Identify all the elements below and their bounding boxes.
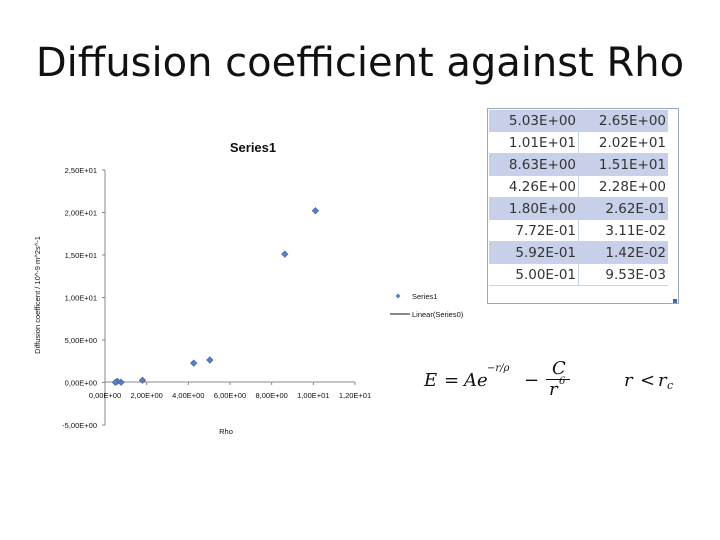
data-point [138,376,147,384]
formula-denominator: r [549,379,558,400]
formula-exponent: −r/ρ [487,363,510,374]
formula-coefficient: A [464,370,477,391]
y-tick-label: 1,00E+01 [65,294,97,303]
y-tick-label: 1,50E+01 [65,251,97,260]
formula-fraction-bar [546,379,570,380]
table-row: 5.92E-01 1.42E-02 [489,241,668,264]
x-tick-label: 1,20E+01 [339,391,371,400]
legend-label-series1: Series1 [412,292,437,301]
table-cell-rho: 1.01E+01 [489,131,579,154]
table-cell-diffusion: 1.51E+01 [578,153,668,176]
x-tick-label: 2,00E+00 [131,391,163,400]
data-point [206,356,214,364]
table-cell-diffusion: 9.53E-03 [578,263,668,286]
table-resize-handle[interactable] [673,299,677,303]
formula-condition-op: < [640,370,656,391]
table-row: 1.80E+00 2.62E-01 [489,197,668,220]
slide-title: Diffusion coefficient against Rho [35,40,685,86]
table-row: 4.26E+00 2.28E+00 [489,175,668,198]
energy-formula: E = A e −r/ρ − C r 6 r < r c [424,358,680,400]
data-point [281,250,289,258]
formula-equals: = [444,370,460,391]
x-tick-label: 1,00E+01 [297,391,329,400]
y-tick-label: -5,00E+00 [62,421,97,430]
data-point [311,207,320,215]
table-row: 7.72E-01 3.11E-02 [489,219,668,242]
formula-denominator-power: 6 [559,376,566,387]
table-cell-rho: 4.26E+00 [489,175,579,198]
chart-points [111,207,320,387]
table-cell-diffusion: 3.11E-02 [578,219,668,242]
table-cell-rho: 1.80E+00 [489,197,579,220]
y-tick-label: 0,00E+00 [65,379,97,388]
legend-label-trendline: Linear(Series0) [412,310,464,319]
table-cell-diffusion: 2.65E+00 [578,110,668,132]
table-cell-rho: 5.00E-01 [489,263,579,286]
formula-exp-base: e [477,370,488,391]
y-tick-label: 2,00E+01 [65,209,97,218]
chart-ticks: 2,50E+01 2,00E+01 1,50E+01 1,00E+01 5,00E+00… [62,166,371,430]
y-axis-label: Diffusion coefficent / 10^-9 m^2s^-1 [33,236,42,354]
table-cell-rho: 7.72E-01 [489,219,579,242]
x-tick-label: 0,00E+00 [89,391,121,400]
table-row: 8.63E+00 1.51E+01 [489,153,668,176]
formula-condition-sub: c [667,379,674,392]
table-cell-diffusion: 2.28E+00 [578,175,668,198]
table-cell-rho: 5.03E+00 [489,110,579,132]
x-tick-label: 8,00E+00 [256,391,288,400]
data-table: 5.03E+00 2.65E+00 1.01E+01 2.02E+01 8.63E+00… [489,110,668,286]
chart-legend: Series1 Linear(Series0) [390,292,464,319]
formula-lhs: E [424,370,438,391]
table-cell-diffusion: 1.42E-02 [578,241,668,264]
legend-marker-series1 [395,293,401,299]
formula-numerator: C [552,358,566,379]
data-point [190,359,198,367]
formula-minus: − [524,370,540,391]
y-tick-label: 2,50E+01 [65,166,97,175]
x-tick-label: 6,00E+00 [214,391,246,400]
formula-condition-var: r [624,370,633,391]
chart-title: Series1 [230,140,276,155]
formula-condition-rhs: r [658,370,667,391]
table-cell-rho: 5.92E-01 [489,241,579,264]
chart-axes [104,170,355,425]
x-tick-label: 4,00E+00 [172,391,204,400]
table-row: 5.03E+00 2.65E+00 [489,110,668,132]
table-cell-diffusion: 2.02E+01 [578,131,668,154]
table-row: 1.01E+01 2.02E+01 [489,131,668,154]
table-cell-diffusion: 2.62E-01 [578,197,668,220]
x-axis-label: Rho [219,427,233,436]
y-tick-label: 5,00E+00 [65,336,97,345]
table-row: 5.00E-01 9.53E-03 [489,263,668,286]
data-point [111,378,120,387]
table-cell-rho: 8.63E+00 [489,153,579,176]
